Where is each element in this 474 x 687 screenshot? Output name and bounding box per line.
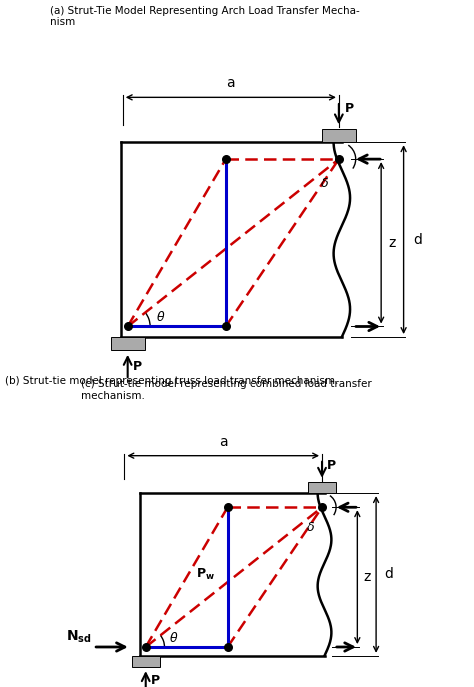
Text: $\mathbf{P_w}$: $\mathbf{P_w}$: [196, 567, 215, 582]
Text: z: z: [389, 236, 396, 250]
Point: [124, 321, 131, 332]
Text: P: P: [327, 458, 336, 471]
Text: P: P: [133, 361, 142, 374]
Text: a: a: [227, 76, 235, 90]
Text: P: P: [345, 102, 354, 115]
Bar: [111, 337, 145, 350]
Text: (a) Strut-Tie Model Representing Arch Load Transfer Mecha-
nism: (a) Strut-Tie Model Representing Arch Lo…: [50, 5, 360, 27]
Text: P: P: [150, 674, 160, 687]
Bar: [308, 482, 336, 493]
Text: $\mathbf{N_{sd}}$: $\mathbf{N_{sd}}$: [66, 629, 91, 645]
Point: [142, 642, 149, 653]
Point: [335, 154, 343, 165]
Text: (c) Strut-tie model representing combined load transfer
mechanism.: (c) Strut-tie model representing combine…: [81, 379, 372, 401]
Text: d: d: [413, 233, 422, 247]
Point: [318, 502, 326, 513]
Point: [222, 321, 229, 332]
Text: (b) Strut-tie model representing truss load transfer mechanism.: (b) Strut-tie model representing truss l…: [5, 376, 338, 387]
Text: d: d: [384, 567, 393, 581]
Bar: [132, 655, 160, 666]
Text: $\theta$: $\theta$: [156, 310, 165, 324]
Point: [224, 642, 231, 653]
Point: [222, 154, 229, 165]
Text: $\theta$: $\theta$: [169, 631, 179, 645]
Text: a: a: [219, 436, 228, 449]
Bar: [322, 129, 356, 142]
Text: $\delta$: $\delta$: [306, 521, 316, 534]
Text: z: z: [364, 570, 371, 584]
Point: [224, 502, 231, 513]
Text: $\delta$: $\delta$: [320, 177, 329, 190]
